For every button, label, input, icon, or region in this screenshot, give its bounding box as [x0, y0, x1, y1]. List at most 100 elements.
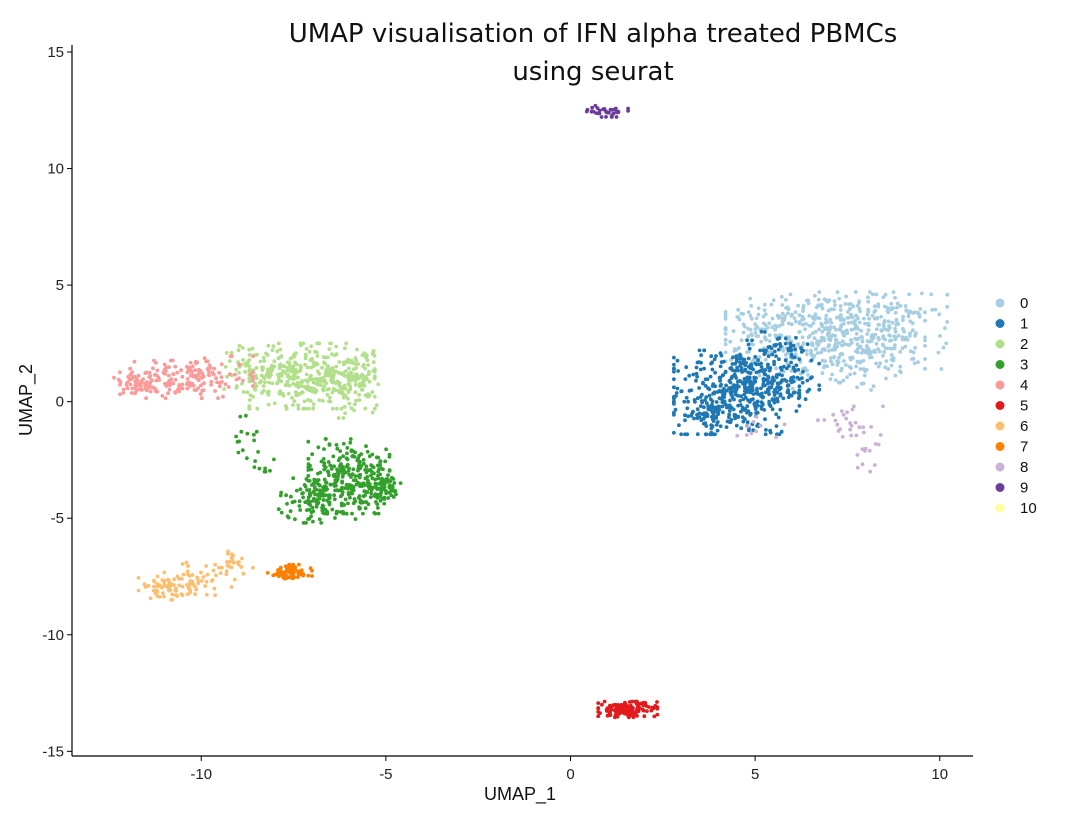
cluster-3-point: [378, 472, 383, 477]
cluster-2-point: [272, 359, 277, 364]
cluster-0-point: [761, 314, 766, 319]
cluster-3-point: [365, 490, 370, 494]
cluster-1-point: [712, 432, 717, 437]
cluster-3-point: [367, 454, 372, 459]
cluster-8-point: [872, 463, 877, 467]
cluster-0-point: [865, 312, 870, 317]
cluster-1-point: [763, 368, 768, 372]
cluster-5-point: [632, 711, 637, 715]
cluster-6-point: [201, 575, 206, 579]
cluster-1-point: [679, 432, 684, 437]
cluster-0-point: [807, 323, 812, 328]
cluster-1-point: [778, 392, 783, 397]
cluster-0-point: [797, 330, 802, 334]
cluster-2-point: [303, 362, 307, 367]
cluster-0-point: [780, 303, 785, 307]
cluster-3-point: [335, 477, 340, 481]
cluster-1-point: [797, 404, 802, 408]
cluster-1-point: [760, 402, 765, 407]
cluster-3-point: [374, 455, 379, 460]
cluster-1-point: [686, 414, 690, 419]
cluster-5-point: [596, 710, 601, 714]
cluster-1-point: [693, 400, 697, 404]
cluster-3-point: [252, 438, 256, 443]
cluster-1-point: [759, 329, 764, 334]
cluster-4-point: [212, 366, 217, 371]
cluster-0-point: [881, 336, 885, 340]
cluster-0-point: [842, 359, 846, 363]
cluster-2-point: [343, 369, 348, 373]
cluster-0-point: [810, 343, 815, 348]
cluster-2-point: [343, 386, 348, 391]
y-tick-label: -10: [42, 627, 64, 644]
cluster-0-point: [919, 291, 924, 296]
cluster-2-point: [299, 380, 303, 385]
cluster-0-point: [816, 303, 821, 308]
cluster-3-point: [387, 454, 392, 459]
cluster-6-point: [148, 596, 153, 601]
cluster-3-point: [357, 505, 361, 510]
cluster-1-point: [695, 360, 700, 365]
cluster-0-point: [853, 325, 858, 330]
cluster-1-point: [789, 380, 794, 385]
cluster-0-point: [770, 325, 775, 330]
cluster-0-point: [829, 359, 833, 364]
cluster-1-point: [747, 375, 752, 380]
cluster-0-point: [789, 322, 794, 327]
cluster-3-point: [290, 500, 295, 505]
cluster-9-point: [614, 115, 619, 119]
cluster-1-point: [766, 386, 771, 391]
cluster-0-point: [841, 378, 846, 383]
cluster-2-point: [296, 406, 301, 411]
cluster-7-point: [310, 574, 314, 578]
cluster-1-point: [727, 386, 732, 390]
cluster-1-point: [710, 399, 715, 404]
cluster-0-point: [829, 321, 834, 325]
cluster-0-point: [822, 327, 827, 332]
cluster-1-point: [683, 432, 687, 437]
cluster-3-point: [345, 446, 350, 450]
cluster-4-point: [251, 378, 255, 383]
cluster-0-point: [815, 351, 820, 355]
cluster-0-point: [789, 369, 794, 373]
cluster-3-point: [315, 497, 320, 502]
cluster-3-point: [381, 467, 385, 472]
cluster-0-point: [785, 361, 790, 366]
cluster-3-point: [279, 490, 283, 495]
cluster-3-point: [318, 493, 323, 498]
cluster-0-point: [859, 335, 864, 339]
cluster-0-point: [903, 344, 908, 349]
cluster-0-point: [835, 363, 840, 367]
cluster-1-point: [763, 417, 767, 422]
cluster-1-point: [741, 358, 746, 363]
cluster-3-point: [364, 444, 368, 449]
cluster-2-point: [293, 360, 297, 365]
cluster-3-point: [311, 481, 316, 486]
cluster-0-point: [800, 314, 805, 319]
cluster-4-points: [112, 354, 255, 401]
cluster-2-point: [347, 401, 352, 406]
cluster-1-point: [728, 366, 733, 371]
cluster-3-point: [331, 454, 336, 459]
cluster-3-point: [339, 501, 344, 506]
cluster-3-point: [309, 467, 314, 472]
cluster-6-point: [212, 586, 217, 591]
cluster-8-point: [816, 418, 820, 423]
cluster-0-point: [885, 305, 890, 310]
cluster-3-point: [357, 494, 362, 498]
cluster-6-point: [205, 572, 210, 577]
cluster-1-point: [692, 416, 696, 421]
cluster-2-point: [288, 375, 292, 380]
cluster-1-point: [794, 335, 798, 340]
cluster-1-point: [728, 398, 732, 403]
cluster-0-point: [828, 356, 833, 360]
cluster-0-point: [833, 347, 837, 352]
cluster-3-point: [238, 414, 243, 419]
cluster-6-point: [185, 592, 190, 597]
cluster-2-point: [325, 387, 330, 392]
cluster-2-point: [349, 406, 354, 410]
cluster-3-point: [263, 466, 267, 471]
cluster-0-point: [895, 305, 899, 310]
cluster-6-point: [152, 579, 157, 584]
cluster-8-points: [735, 404, 885, 474]
